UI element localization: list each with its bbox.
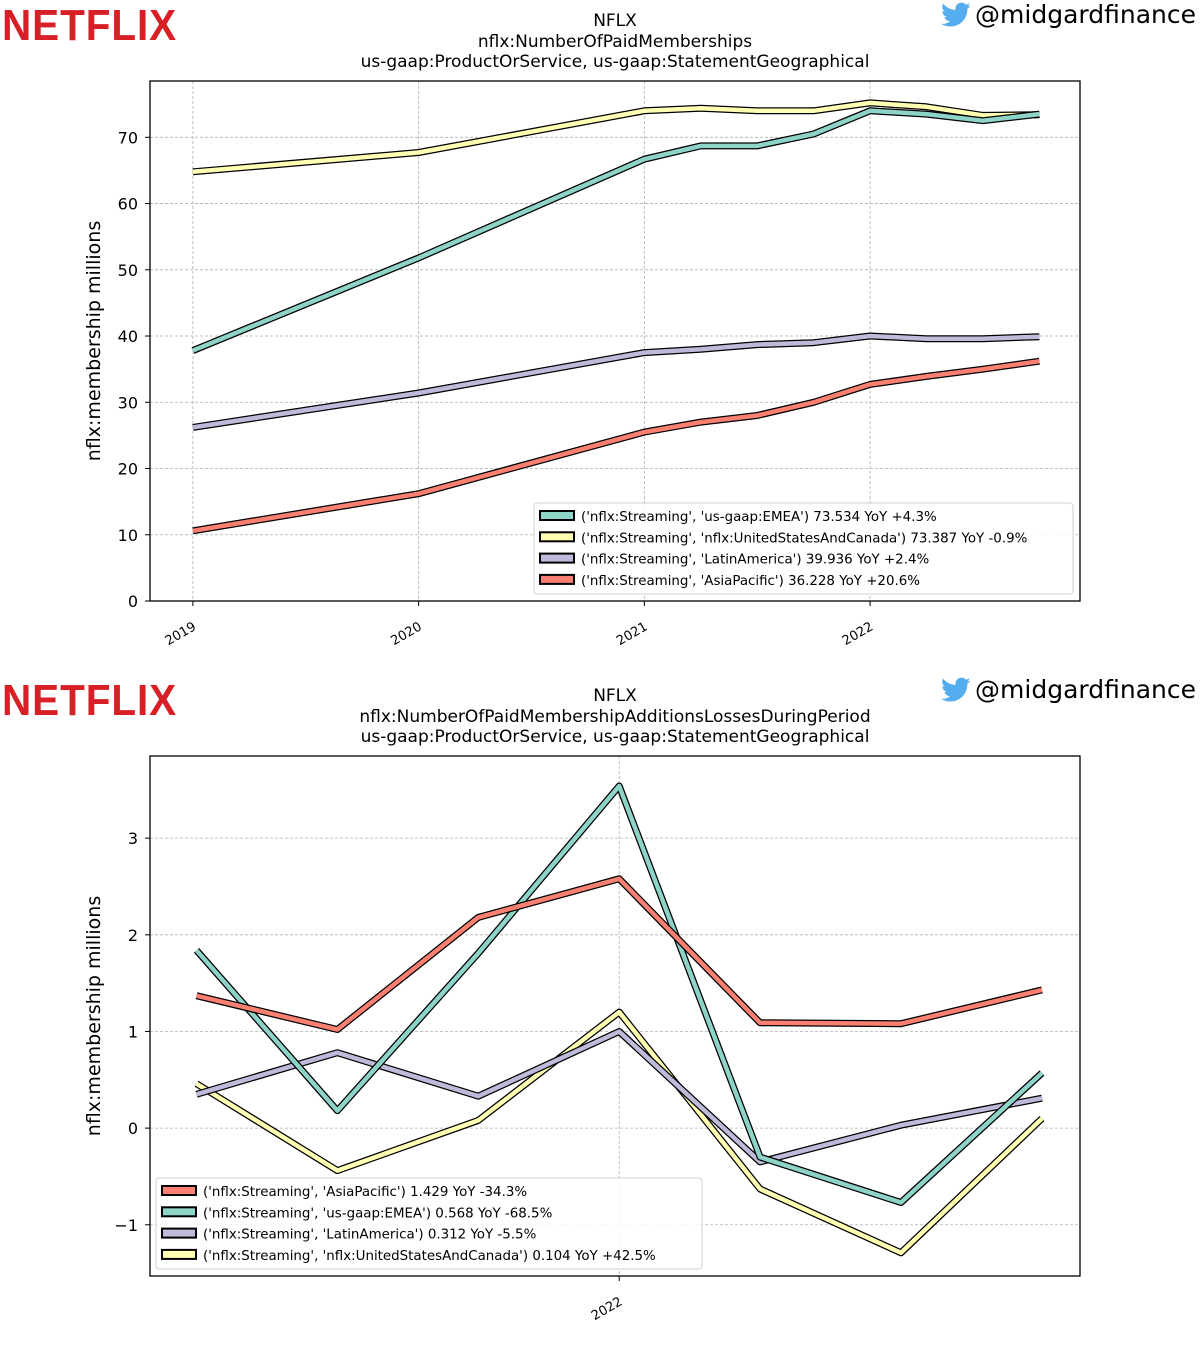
legend-entry-label: ('nflx:Streaming', 'us-gaap:EMEA') 73.53… <box>581 510 937 525</box>
series-line-fill <box>192 100 1040 175</box>
series-line-fill <box>195 1009 1044 1256</box>
legend-swatch <box>539 510 575 521</box>
series-line <box>193 782 1045 1206</box>
legend-entry-label: ('nflx:Streaming', 'AsiaPacific') 1.429 … <box>203 1185 527 1200</box>
y-tick-label: 20 <box>118 460 138 479</box>
y-tick-label: 30 <box>118 393 138 412</box>
legend-swatch <box>161 1248 197 1260</box>
y-tick-label: 60 <box>118 195 138 214</box>
title-line-2: nflx:NumberOfPaidMemberships <box>477 31 753 52</box>
twitter-bird-icon <box>941 2 971 27</box>
legend-entry-label: ('nflx:Streaming', 'nflx:UnitedStatesAnd… <box>581 531 1027 546</box>
chart-panel-1: NETFLIX @midgardfinance NFLX nflx:Number… <box>2 0 1196 649</box>
x-tick-label: 2020 <box>388 619 424 649</box>
series-line-fill <box>195 876 1043 1032</box>
legend-swatch <box>539 552 575 564</box>
chart-panel-2: NETFLIX @midgardfinance NFLX nflx:Number… <box>0 675 1200 1350</box>
series-line <box>192 357 1040 535</box>
title-line-3: us-gaap:ProductOrService, us-gaap:Statem… <box>360 52 870 72</box>
series-line-outline <box>191 107 1040 354</box>
legend-entry-label: ('nflx:Streaming', 'nflx:UnitedStatesAnd… <box>203 1249 656 1264</box>
twitter-bird-icon <box>941 677 971 702</box>
series-line-fill <box>195 1029 1043 1165</box>
y-tick-label: 0 <box>128 592 138 611</box>
line-chart-membership-additions: −1 0 1 2 3 2022 nflx:membership millions ('nflx… <box>83 755 1081 1324</box>
title-line-2: nflx:NumberOfPaidMembershipAdditionsLoss… <box>359 706 871 727</box>
legend-swatch <box>161 1206 197 1218</box>
twitter-handle: @midgardfinance <box>941 675 1196 705</box>
series-line-fill <box>192 333 1040 430</box>
legend-swatch <box>539 531 575 543</box>
title-line-1: NFLX <box>593 686 637 706</box>
y-tick-label: 0 <box>128 1119 138 1138</box>
y-tick-label: 70 <box>118 128 138 147</box>
series-line <box>192 332 1040 431</box>
plot-frame <box>149 80 1081 602</box>
y-axis-label: nflx:membership millions <box>83 221 105 461</box>
plot-frame <box>149 755 1081 1277</box>
legend-entry-label: ('nflx:Streaming', 'LatinAmerica') 39.93… <box>581 553 929 568</box>
series-line <box>192 99 1040 176</box>
title-line-1: NFLX <box>593 11 637 31</box>
legend-entry-label: ('nflx:Streaming', 'AsiaPacific') 36.228… <box>581 574 920 589</box>
x-tick-label: 2019 <box>163 619 199 649</box>
legend-swatch <box>161 1185 197 1196</box>
series-line-fill <box>192 358 1040 534</box>
y-tick-label: −1 <box>114 1216 138 1235</box>
y-tick-label: 40 <box>118 327 138 346</box>
title-line-3: us-gaap:ProductOrService, us-gaap:Statem… <box>360 727 870 747</box>
twitter-handle: @midgardfinance <box>941 0 1196 30</box>
x-tick-label: 2022 <box>840 619 876 649</box>
y-axis-label: nflx:membership millions <box>83 896 105 1136</box>
netflix-logo: NETFLIX <box>2 676 178 725</box>
handle-text: @midgardfinance <box>975 675 1196 704</box>
series-line <box>194 1008 1045 1257</box>
chart-title: NFLX nflx:NumberOfPaidMemberships us-gaa… <box>315 11 915 73</box>
line-chart-paid-memberships: 0 10 20 30 40 50 60 70 2019 2020 2021 2022 nflx:memb… <box>83 80 1081 649</box>
y-tick-label: 1 <box>128 1022 138 1041</box>
netflix-logo: NETFLIX <box>2 1 178 50</box>
legend: ('nflx:Streaming', 'us-gaap:EMEA') 73.53… <box>533 502 1074 595</box>
legend-entry-label: ('nflx:Streaming', 'LatinAmerica') 0.312… <box>203 1228 536 1243</box>
series-line <box>195 875 1043 1033</box>
series-lines <box>191 99 1040 535</box>
y-tick-label: 10 <box>118 526 138 545</box>
legend-entry-label: ('nflx:Streaming', 'us-gaap:EMEA') 0.568… <box>203 1206 552 1221</box>
legend-box <box>533 502 1074 595</box>
series-line <box>191 107 1040 354</box>
legend-swatch <box>539 573 575 585</box>
legend-swatch <box>161 1227 197 1239</box>
chart-title: NFLX nflx:NumberOfPaidMembershipAddition… <box>315 686 915 748</box>
y-tick-label: 2 <box>128 926 138 945</box>
series-lines <box>193 782 1045 1257</box>
x-tick-label: 2021 <box>614 619 650 649</box>
series-line-fill <box>194 783 1044 1205</box>
series-line <box>195 1028 1043 1166</box>
x-tick-label: 2022 <box>589 1294 625 1324</box>
y-tick-label: 3 <box>128 829 138 848</box>
legend-box <box>155 1177 703 1270</box>
y-tick-label: 50 <box>118 261 138 280</box>
legend: ('nflx:Streaming', 'AsiaPacific') 1.429 … <box>155 1177 703 1270</box>
series-line-fill <box>192 108 1040 353</box>
handle-text: @midgardfinance <box>975 0 1196 29</box>
